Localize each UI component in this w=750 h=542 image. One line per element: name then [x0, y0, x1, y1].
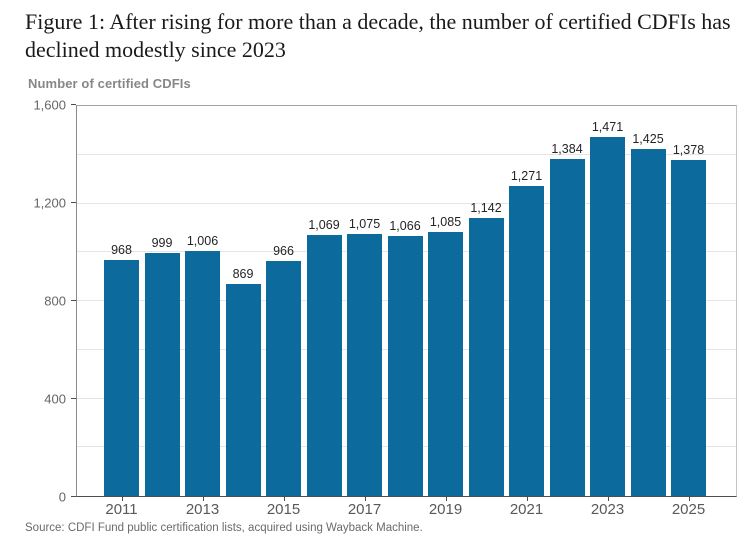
x-slot-2025: 2025 [671, 497, 706, 519]
y-axis: 0 400 800 1,200 1,600 [0, 98, 76, 505]
x-tick-mark [688, 497, 690, 501]
bar-2023: 1,471 [590, 120, 625, 496]
x-tick-label: 2011 [105, 501, 138, 518]
x-tick-label: 2025 [671, 501, 706, 518]
bar-value-label: 968 [111, 243, 132, 258]
y-tick-mark [71, 202, 76, 203]
x-slot-2011: 2011 [104, 497, 139, 519]
y-tick-label: 800 [44, 293, 66, 309]
x-slot-2012 [145, 497, 180, 519]
bar-value-label: 1,066 [389, 219, 421, 234]
x-slot-2023: 2023 [590, 497, 625, 519]
x-slot-2021: 2021 [509, 497, 544, 519]
x-tick-label: 2021 [509, 501, 544, 518]
bar-value-label: 869 [232, 267, 254, 282]
chart-subtitle: Number of certified CDFIs [28, 76, 191, 91]
bar-2017: 1,075 [347, 217, 382, 496]
x-slot-2013: 2013 [185, 497, 220, 519]
y-tick-label: 1,600 [33, 97, 66, 113]
bar-value-label: 1,142 [470, 200, 502, 215]
bar-2022: 1,384 [549, 142, 585, 496]
gridline [77, 202, 736, 204]
y-tick-label: 1,200 [33, 195, 66, 211]
bar-2018: 1,066 [387, 219, 423, 496]
x-tick-mark [283, 497, 285, 501]
bar-2013: 1,006 [185, 234, 220, 496]
chart-title: Figure 1: After rising for more than a d… [25, 9, 731, 63]
bar-2012: 999 [144, 236, 180, 496]
bar-2014: 869 [225, 267, 261, 496]
y-tick-mark [71, 496, 76, 497]
bar-value-label: 1,075 [348, 217, 381, 231]
bar-value-label: 1,006 [186, 233, 219, 248]
y-tick-label: 400 [44, 391, 66, 407]
bar-2020: 1,142 [468, 201, 504, 496]
x-slot-2020 [469, 497, 504, 519]
x-tick-label: 2019 [428, 501, 463, 518]
bar-2025: 1,378 [671, 143, 706, 496]
bar-value-label: 1,085 [429, 214, 462, 229]
bar-value-label: 1,471 [591, 120, 624, 135]
bar-value-label: 966 [273, 243, 294, 258]
x-tick-mark [202, 497, 204, 501]
bar-2016: 1,069 [306, 218, 342, 496]
bars: 968 999 1,006 869 966 1,069 1,075 1,066 1,085 1,1… [77, 106, 736, 496]
x-slot-2018 [388, 497, 423, 519]
x-slot-2022 [550, 497, 585, 519]
x-tick-mark [121, 497, 123, 501]
x-tick-mark [445, 497, 447, 501]
bar-value-label: 1,425 [632, 131, 664, 146]
source-note: Source: CDFI Fund public certification l… [25, 522, 423, 534]
bar-value-label: 1,069 [308, 218, 340, 233]
x-slot-2024 [631, 497, 666, 519]
bar-value-label: 1,271 [510, 169, 543, 184]
bar-2011: 968 [104, 243, 139, 496]
x-tick-mark [526, 497, 528, 501]
bar-2021: 1,271 [509, 169, 544, 496]
x-slot-2019: 2019 [428, 497, 463, 519]
bar-2019: 1,085 [428, 215, 463, 496]
bar-value-label: 1,378 [672, 143, 705, 158]
x-slot-2015: 2015 [266, 497, 301, 519]
bar-2015: 966 [266, 244, 301, 496]
x-tick-label: 2023 [590, 501, 625, 518]
x-tick-label: 2017 [347, 501, 382, 518]
x-tick-label: 2013 [185, 501, 220, 518]
x-slot-2014 [226, 497, 261, 519]
bar-value-label: 1,384 [551, 141, 583, 156]
x-slot-2017: 2017 [347, 497, 382, 519]
y-tick-mark [71, 104, 76, 105]
gridline [77, 153, 736, 155]
plot-area: 968 999 1,006 869 966 1,069 1,075 1,066 1,085 1,1… [76, 105, 737, 497]
x-axis: 2011 2013 2015 2017 2019 2021 2023 2025 [77, 497, 736, 519]
bar-2024: 1,425 [630, 132, 666, 496]
x-tick-mark [364, 497, 366, 501]
bar-value-label: 999 [151, 235, 173, 250]
x-slot-2016 [307, 497, 342, 519]
x-tick-label: 2015 [266, 501, 301, 518]
y-tick-mark [71, 398, 76, 399]
y-tick-mark [71, 300, 76, 301]
x-tick-mark [607, 497, 609, 501]
y-tick-label: 0 [58, 489, 66, 505]
